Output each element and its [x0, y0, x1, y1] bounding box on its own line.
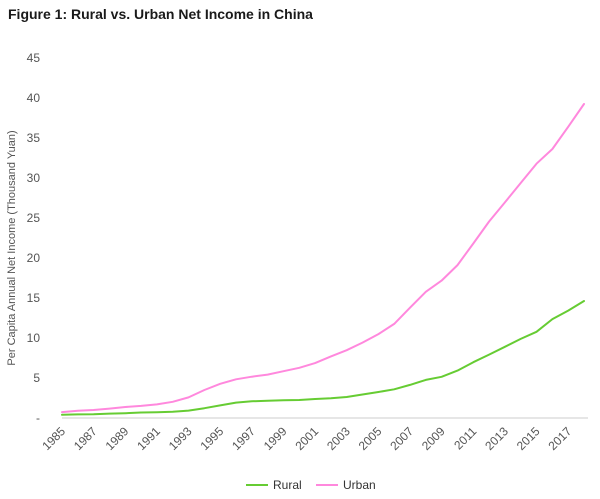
x-tick-label: 1991 [134, 424, 163, 453]
x-tick-label: 1985 [39, 424, 68, 453]
y-tick-label: 10 [27, 331, 41, 345]
chart-title: Figure 1: Rural vs. Urban Net Income in … [8, 6, 313, 22]
x-tick-label: 2007 [387, 424, 416, 453]
x-tick-label: 1987 [71, 424, 100, 453]
x-tick-label: 2003 [324, 424, 353, 453]
x-tick-label: 1999 [261, 424, 290, 453]
x-tick-label: 2013 [482, 424, 511, 453]
y-tick-label: 15 [27, 291, 41, 305]
x-tick-label: 2017 [546, 424, 575, 453]
x-tick-label: 2015 [514, 424, 543, 453]
x-tick-label: 2009 [419, 424, 448, 453]
x-tick-label: 1993 [166, 424, 195, 453]
y-tick-label: 5 [33, 371, 40, 385]
y-tick-label: - [36, 411, 40, 425]
y-tick-label: 40 [27, 91, 41, 105]
x-tick-label: 2001 [292, 424, 321, 453]
y-tick-label: 30 [27, 171, 41, 185]
y-axis-ticks: - 5 10 15 20 25 30 35 40 45 [27, 51, 41, 425]
x-tick-label: 2011 [451, 424, 479, 452]
y-tick-label: 45 [27, 51, 41, 65]
y-tick-label: 25 [27, 211, 41, 225]
series-line-urban [61, 103, 585, 414]
x-tick-label: 1995 [198, 424, 227, 453]
x-tick-label: 2005 [356, 424, 385, 453]
y-axis-title: Per Capita Annual Net Income (Thousand Y… [6, 130, 18, 365]
series-group [61, 103, 585, 416]
series-line-rural [61, 300, 585, 416]
x-tick-label: 1989 [103, 424, 132, 453]
legend-label-rural: Rural [273, 478, 302, 492]
x-axis-ticks: 1985 1987 1989 1991 1993 1995 1997 1999 2001 2003… [39, 424, 574, 453]
y-tick-label: 35 [27, 131, 41, 145]
y-tick-label: 20 [27, 251, 41, 265]
x-tick-label: 1997 [229, 424, 258, 453]
legend: Rural Urban [246, 478, 376, 492]
legend-label-urban: Urban [343, 478, 376, 492]
